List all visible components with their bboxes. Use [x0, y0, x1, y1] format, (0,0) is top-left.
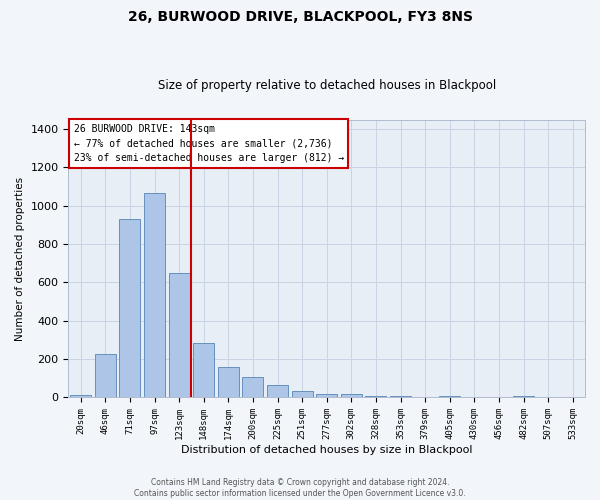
Bar — [144, 194, 165, 398]
Text: Contains HM Land Registry data © Crown copyright and database right 2024.
Contai: Contains HM Land Registry data © Crown c… — [134, 478, 466, 498]
Bar — [390, 396, 411, 398]
Bar — [292, 391, 313, 398]
Bar — [439, 396, 460, 398]
Y-axis label: Number of detached properties: Number of detached properties — [15, 176, 25, 340]
Bar — [365, 396, 386, 398]
Bar — [513, 396, 534, 398]
Text: 26 BURWOOD DRIVE: 143sqm
← 77% of detached houses are smaller (2,736)
23% of sem: 26 BURWOOD DRIVE: 143sqm ← 77% of detach… — [74, 124, 344, 164]
Text: 26, BURWOOD DRIVE, BLACKPOOL, FY3 8NS: 26, BURWOOD DRIVE, BLACKPOOL, FY3 8NS — [128, 10, 473, 24]
Bar — [218, 367, 239, 398]
Bar — [242, 378, 263, 398]
X-axis label: Distribution of detached houses by size in Blackpool: Distribution of detached houses by size … — [181, 445, 472, 455]
Bar — [193, 343, 214, 398]
Bar — [267, 385, 288, 398]
Bar — [119, 219, 140, 398]
Bar — [341, 394, 362, 398]
Bar — [95, 354, 116, 398]
Bar — [169, 273, 190, 398]
Title: Size of property relative to detached houses in Blackpool: Size of property relative to detached ho… — [158, 79, 496, 92]
Bar — [316, 394, 337, 398]
Bar — [70, 394, 91, 398]
